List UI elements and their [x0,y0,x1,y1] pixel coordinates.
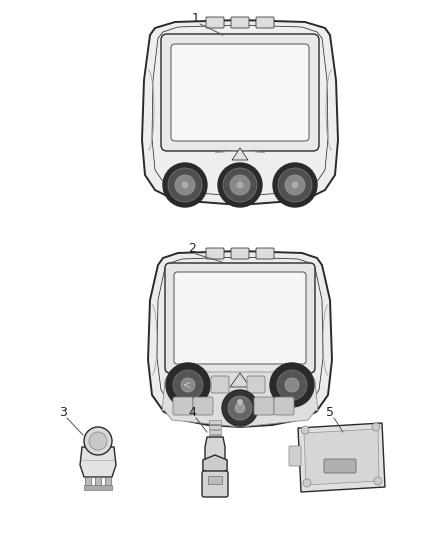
Circle shape [237,182,243,188]
Polygon shape [80,447,116,477]
Circle shape [270,363,314,407]
FancyBboxPatch shape [256,17,274,28]
Polygon shape [142,20,338,205]
Bar [105,477,111,487]
FancyBboxPatch shape [173,397,193,415]
Circle shape [285,175,305,195]
FancyBboxPatch shape [274,397,294,415]
FancyBboxPatch shape [165,263,315,373]
Circle shape [173,370,203,400]
Polygon shape [162,372,318,427]
Circle shape [273,163,317,207]
FancyBboxPatch shape [254,397,274,415]
FancyBboxPatch shape [231,17,249,28]
Bar [209,435,221,439]
FancyBboxPatch shape [289,446,301,466]
Circle shape [292,182,298,188]
Bar [95,477,101,487]
Bar [209,430,221,434]
Circle shape [223,168,257,202]
Circle shape [285,378,299,392]
Circle shape [84,427,112,455]
Circle shape [181,378,195,392]
Circle shape [168,168,202,202]
FancyBboxPatch shape [324,459,356,473]
FancyBboxPatch shape [174,272,306,364]
Polygon shape [203,455,227,475]
Circle shape [166,363,210,407]
Circle shape [303,479,311,487]
Bar [208,476,222,484]
FancyBboxPatch shape [171,44,309,141]
FancyBboxPatch shape [202,471,228,497]
Polygon shape [148,251,332,427]
Circle shape [218,163,262,207]
Bar [209,425,221,429]
FancyBboxPatch shape [206,17,224,28]
Bar [209,420,221,424]
Circle shape [237,400,243,405]
Circle shape [230,175,250,195]
FancyBboxPatch shape [206,248,224,259]
FancyBboxPatch shape [161,34,319,151]
Polygon shape [304,429,379,485]
Circle shape [182,182,188,188]
Text: 4: 4 [188,406,196,418]
Circle shape [301,426,309,434]
Text: 3: 3 [59,406,67,418]
Circle shape [163,163,207,207]
Circle shape [175,175,195,195]
Polygon shape [232,148,248,160]
FancyBboxPatch shape [193,397,213,415]
FancyBboxPatch shape [211,376,229,393]
Circle shape [372,423,380,431]
FancyBboxPatch shape [231,248,249,259]
Circle shape [89,432,107,450]
FancyBboxPatch shape [256,248,274,259]
Circle shape [228,396,252,420]
Polygon shape [298,423,385,492]
Circle shape [278,168,312,202]
Text: 2: 2 [188,241,196,254]
Circle shape [235,403,245,413]
Polygon shape [230,373,250,387]
Polygon shape [205,437,225,460]
Circle shape [277,370,307,400]
Bar [85,477,91,487]
Bar [84,485,112,490]
Text: 1: 1 [192,12,200,25]
Circle shape [222,390,258,426]
FancyBboxPatch shape [247,376,265,393]
Circle shape [374,477,382,485]
Text: 5: 5 [326,406,334,418]
